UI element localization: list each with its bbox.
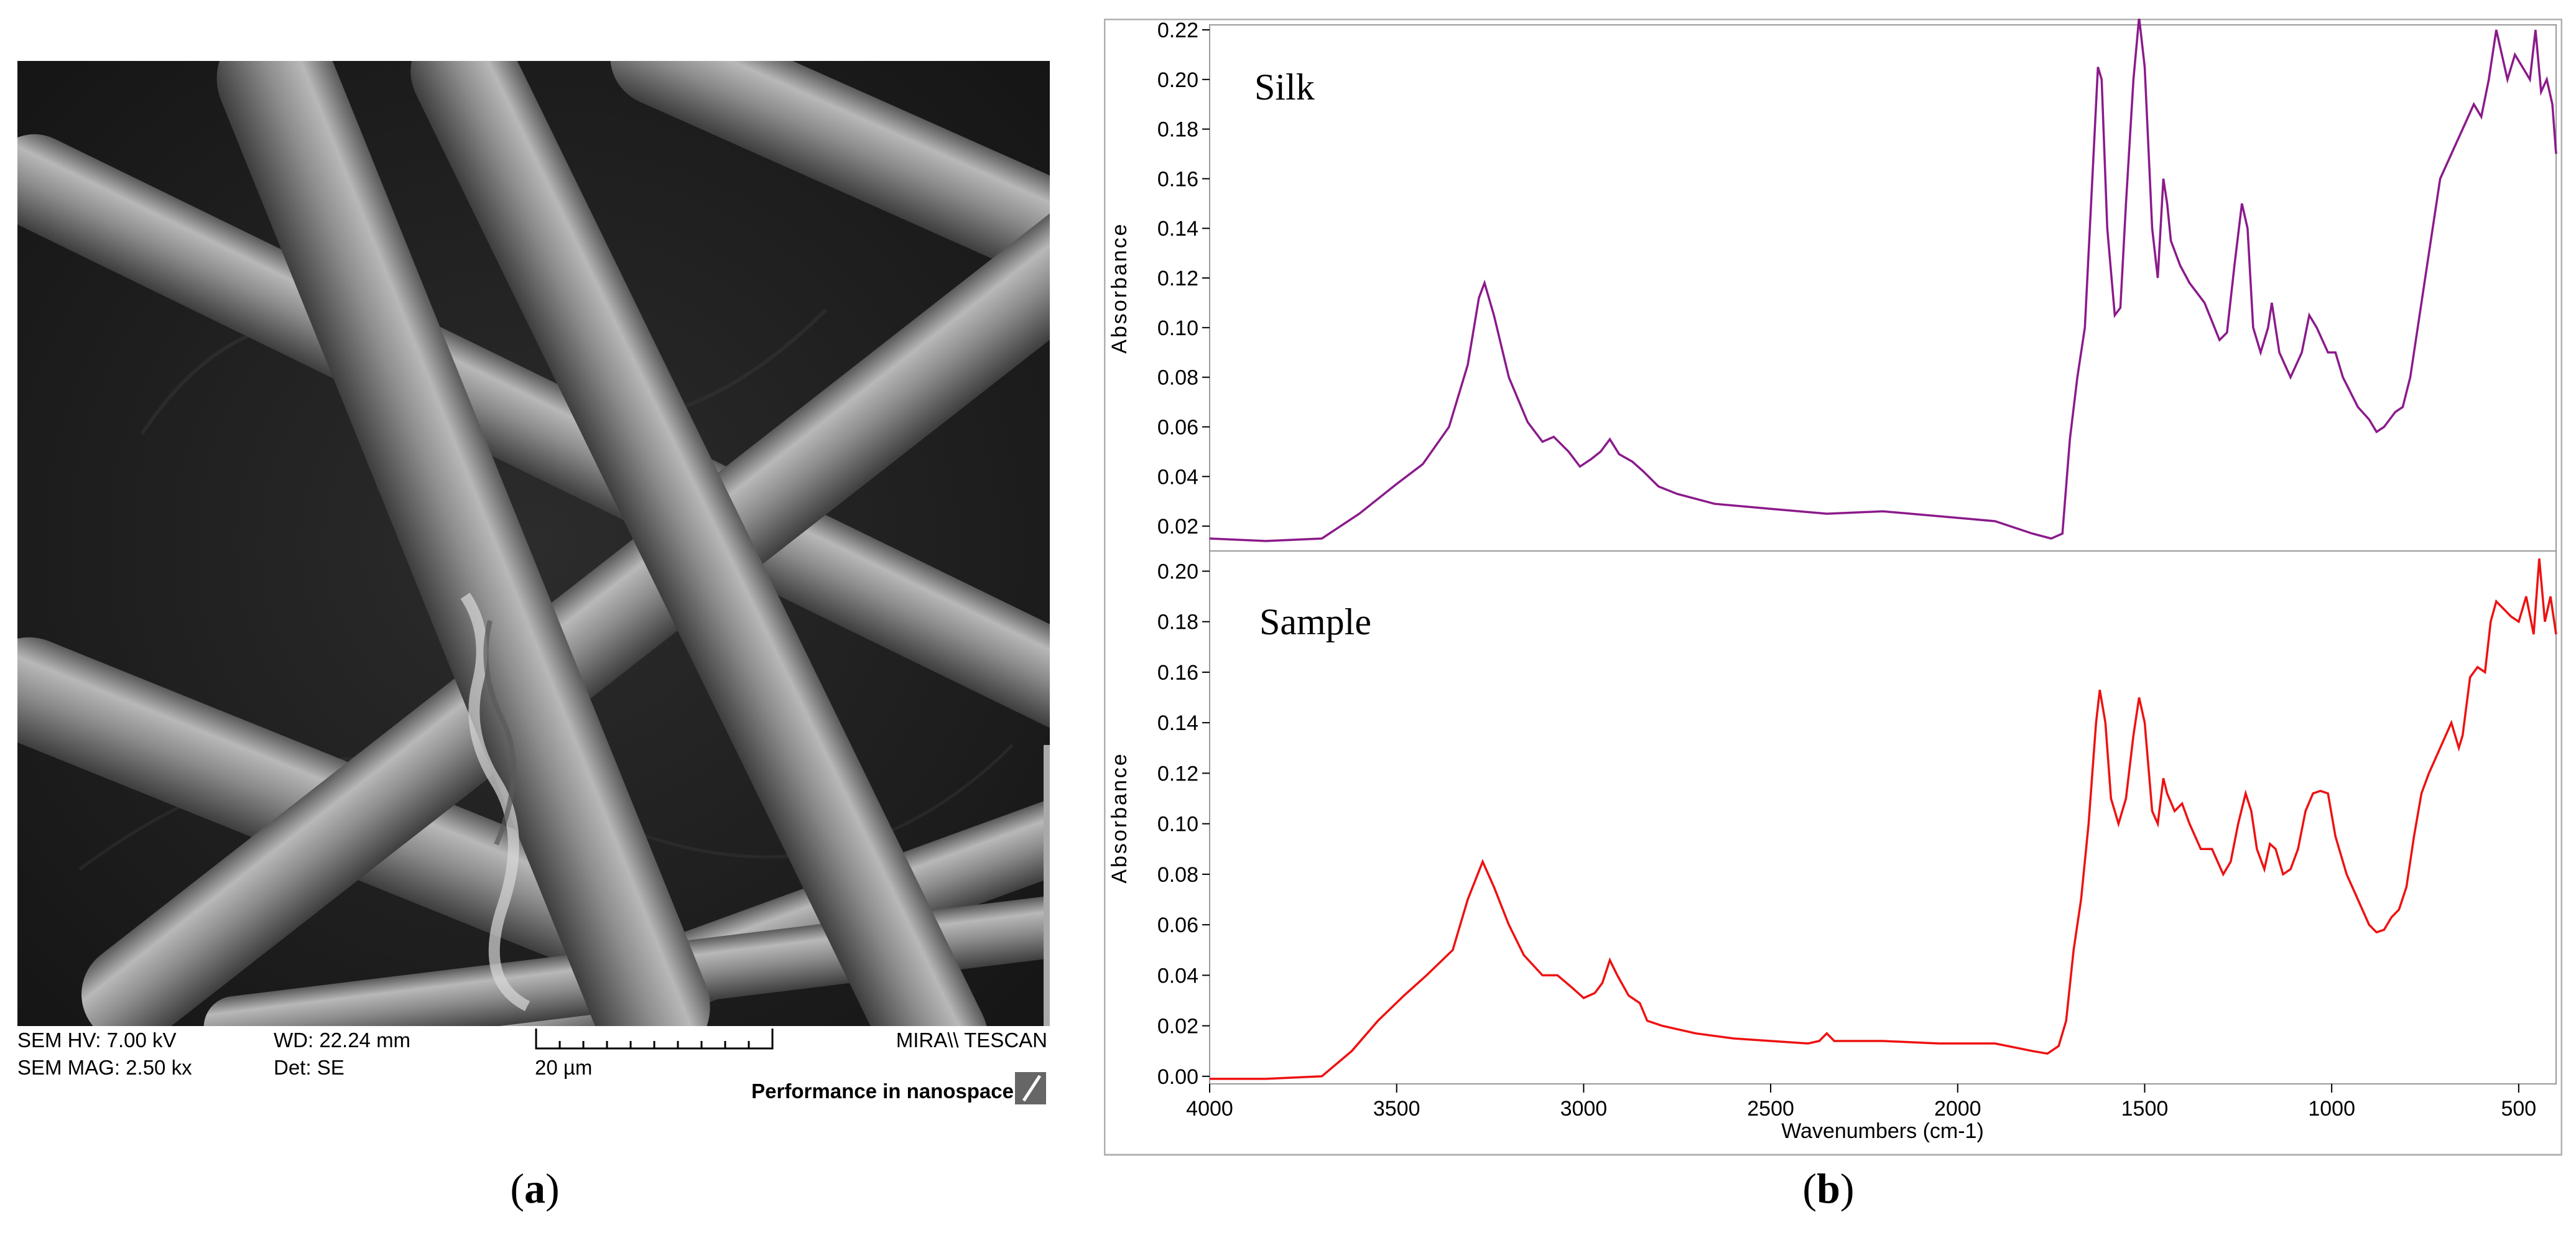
silk-y-tick-label: 0.20 — [1157, 68, 1198, 92]
silk-y-tick-label: 0.16 — [1157, 167, 1198, 191]
silk-y-tick-label: 0.06 — [1157, 415, 1198, 439]
sem-micrograph — [17, 61, 1050, 1026]
sem-det-text: Det: SE — [274, 1056, 345, 1079]
sample-y-tick-label: 0.18 — [1157, 611, 1198, 634]
silk-y-axis: 0.02 0.04 0.06 0.08 0.10 0.12 0.14 0.16 0.18 0.20… — [1157, 19, 1210, 539]
sem-info-bar: SEM HV: 7.00 kV SEM MAG: 2.50 kx WD: 22.… — [17, 1026, 1050, 1106]
sample-y-axis-label: Absorbance — [1108, 752, 1131, 883]
silk-y-tick-label: 0.08 — [1157, 366, 1198, 390]
sample-y-tick-label: 0.12 — [1157, 762, 1198, 785]
fiber — [17, 637, 619, 960]
x-tick-label: 1000 — [2308, 1097, 2355, 1121]
sample-y-tick-label: 0.16 — [1157, 661, 1198, 685]
sample-y-tick-label: 0.06 — [1157, 914, 1198, 937]
sample-y-tick-label: 0.14 — [1157, 711, 1198, 735]
panel-b-label: (b) — [1802, 1165, 1855, 1212]
sample-y-axis: 0.00 0.02 0.04 0.06 0.08 0.10 0.12 0.14 0.16 0.18… — [1157, 560, 1210, 1089]
silk-y-tick-label: 0.18 — [1157, 118, 1198, 142]
sample-y-tick-label: 0.00 — [1157, 1065, 1198, 1089]
sem-hv-text: SEM HV: 7.00 kV — [17, 1029, 177, 1052]
scale-bar-label: 20 µm — [535, 1056, 593, 1079]
ftir-frame — [1104, 19, 2562, 1156]
silk-y-tick-label: 0.04 — [1157, 465, 1198, 489]
silk-y-tick-label: 0.14 — [1157, 217, 1198, 241]
sample-y-tick-label: 0.04 — [1157, 964, 1198, 988]
silk-y-tick-label: 0.12 — [1157, 267, 1198, 290]
sample-plot-area — [1209, 550, 2557, 1085]
silk-y-tick-label: 0.22 — [1157, 19, 1198, 42]
fiber — [410, 61, 988, 1026]
x-tick-label: 2500 — [1747, 1097, 1794, 1121]
panel-a-label: (a) — [510, 1165, 560, 1212]
sem-mag-text: SEM MAG: 2.50 kx — [17, 1056, 192, 1079]
sem-panel: SEM HV: 7.00 kV SEM MAG: 2.50 kx WD: 22.… — [17, 61, 1050, 1106]
silk-series-label: Silk — [1254, 67, 1315, 108]
x-tick-label: 4000 — [1186, 1097, 1233, 1121]
sem-tagline-text: Performance in nanospace — [751, 1080, 1014, 1103]
x-axis: 4000 3500 3000 2500 2000 1500 1000 500 — [1186, 1084, 2536, 1121]
x-tick-label: 2000 — [1934, 1097, 1981, 1121]
x-tick-label: 3000 — [1560, 1097, 1608, 1121]
fiber — [216, 61, 710, 1026]
sample-series-label: Sample — [1259, 601, 1371, 642]
sample-spectrum-line — [1210, 558, 2557, 1080]
tescan-logo-icon — [1015, 1072, 1046, 1104]
sem-brand-text: MIRA\\ TESCAN — [896, 1029, 1047, 1052]
sample-y-tick-label: 0.08 — [1157, 863, 1198, 887]
sample-y-tick-label: 0.20 — [1157, 560, 1198, 583]
silk-y-tick-label: 0.10 — [1157, 317, 1198, 340]
silk-y-axis-label: Absorbance — [1108, 222, 1131, 353]
silk-spectrum-line — [1209, 19, 2557, 542]
fiber — [81, 163, 1050, 1026]
sample-y-tick-label: 0.02 — [1157, 1015, 1198, 1038]
x-axis-label: Wavenumbers (cm-1) — [1781, 1119, 1984, 1143]
x-tick-label: 500 — [2501, 1097, 2536, 1121]
x-tick-label: 3500 — [1373, 1097, 1420, 1121]
fiber — [17, 134, 1050, 732]
sem-wd-text: WD: 22.24 mm — [274, 1029, 411, 1052]
x-tick-label: 1500 — [2121, 1097, 2169, 1121]
sample-y-tick-label: 0.10 — [1157, 813, 1198, 836]
silk-y-tick-label: 0.02 — [1157, 515, 1198, 539]
scale-bar — [535, 1029, 774, 1050]
ftir-chart: 0.02 0.04 0.06 0.08 0.10 0.12 0.14 0.16 0.18 0.20… — [1104, 19, 2562, 1156]
